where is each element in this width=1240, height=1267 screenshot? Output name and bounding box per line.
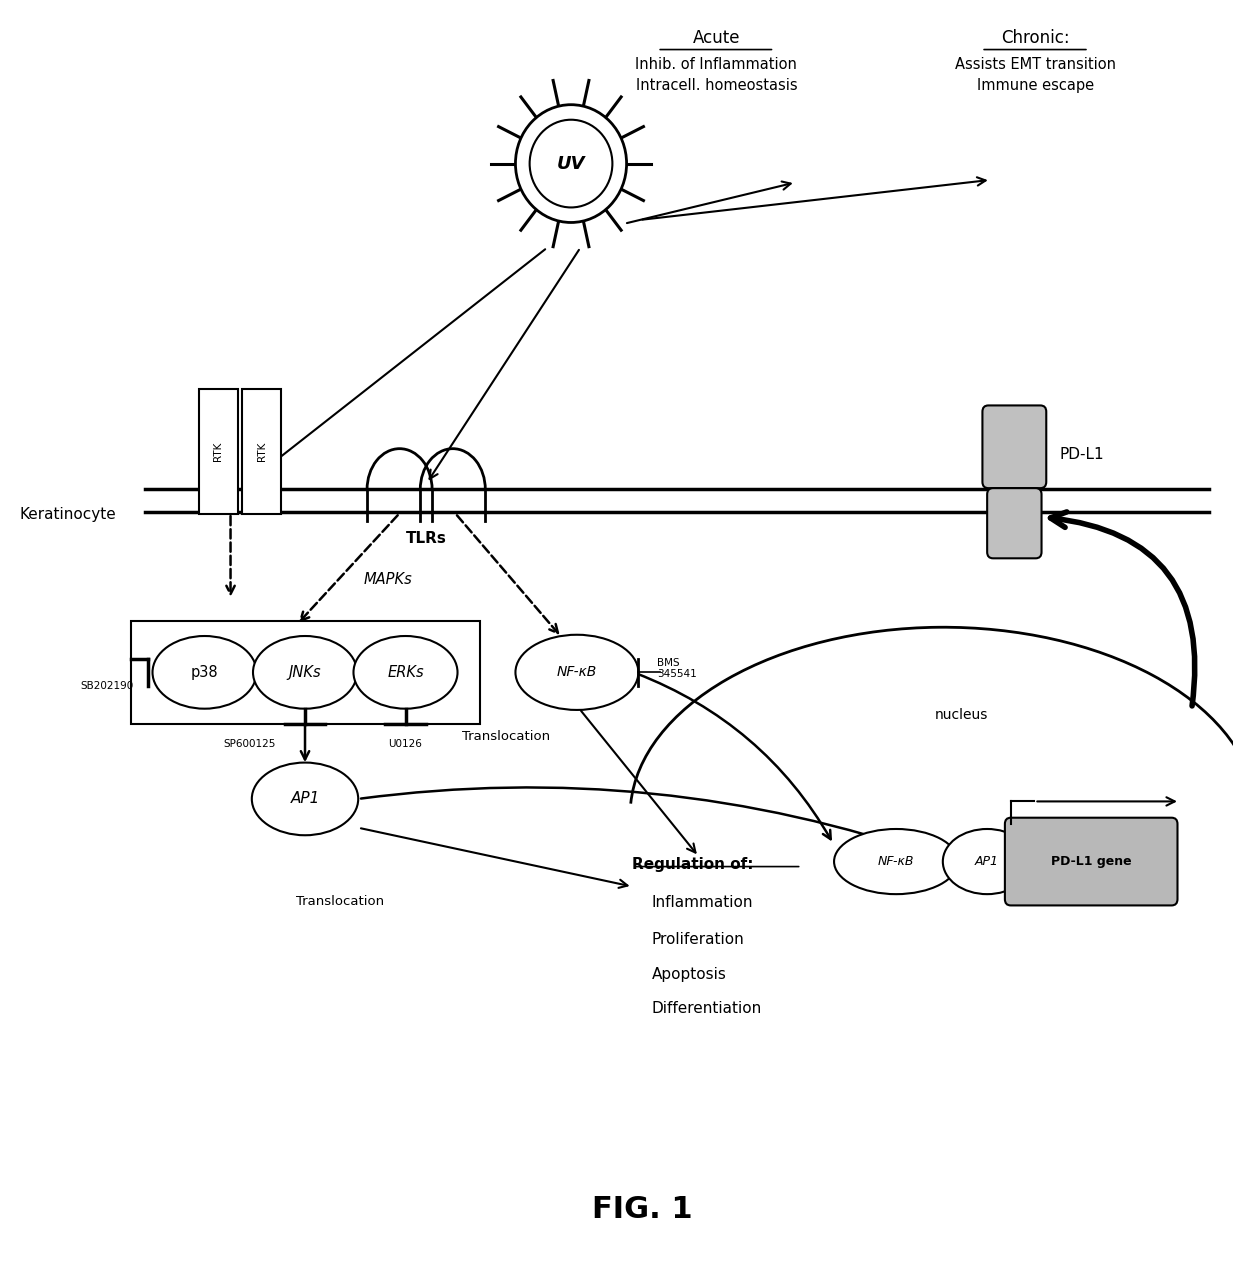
Circle shape	[529, 119, 613, 208]
Text: Inflammation: Inflammation	[651, 896, 753, 911]
Text: Acute: Acute	[693, 29, 740, 47]
Text: RTK: RTK	[213, 442, 223, 461]
Text: Regulation of:: Regulation of:	[632, 856, 754, 872]
Text: SP600125: SP600125	[223, 739, 275, 749]
Ellipse shape	[835, 829, 959, 895]
Text: Chronic:: Chronic:	[1002, 29, 1070, 47]
Text: ERKs: ERKs	[387, 665, 424, 680]
Text: Translocation: Translocation	[463, 730, 551, 742]
FancyBboxPatch shape	[198, 389, 238, 514]
Text: Translocation: Translocation	[296, 896, 384, 908]
Text: SB202190: SB202190	[81, 682, 134, 691]
FancyBboxPatch shape	[242, 389, 281, 514]
Text: Immune escape: Immune escape	[977, 79, 1094, 94]
Text: Assists EMT transition: Assists EMT transition	[955, 57, 1116, 72]
Ellipse shape	[252, 763, 358, 835]
Text: Keratinocyte: Keratinocyte	[19, 507, 115, 522]
Text: Apoptosis: Apoptosis	[651, 967, 727, 982]
FancyBboxPatch shape	[987, 488, 1042, 559]
Ellipse shape	[153, 636, 257, 708]
Text: MAPKs: MAPKs	[363, 573, 412, 587]
FancyBboxPatch shape	[131, 621, 480, 723]
Text: Inhib. of Inflammation: Inhib. of Inflammation	[635, 57, 797, 72]
Text: BMS
345541: BMS 345541	[657, 658, 697, 679]
Ellipse shape	[353, 636, 458, 708]
Text: Proliferation: Proliferation	[651, 931, 744, 946]
Text: NF-κB: NF-κB	[878, 855, 914, 868]
Circle shape	[516, 105, 626, 223]
Text: JNKs: JNKs	[289, 665, 321, 680]
Text: Intracell. homeostasis: Intracell. homeostasis	[636, 79, 797, 94]
Text: Differentiation: Differentiation	[651, 1001, 761, 1016]
Text: FIG. 1: FIG. 1	[591, 1196, 692, 1224]
Ellipse shape	[942, 829, 1032, 895]
Text: PD-L1 gene: PD-L1 gene	[1050, 855, 1132, 868]
FancyBboxPatch shape	[982, 405, 1047, 488]
FancyBboxPatch shape	[1004, 817, 1178, 906]
Text: AP1: AP1	[290, 792, 320, 806]
Text: UV: UV	[557, 155, 585, 172]
Text: NF-κB: NF-κB	[557, 665, 596, 679]
Text: nucleus: nucleus	[935, 708, 988, 722]
Text: p38: p38	[191, 665, 218, 680]
Ellipse shape	[253, 636, 357, 708]
Text: TLRs: TLRs	[407, 531, 448, 546]
Text: U0126: U0126	[388, 739, 423, 749]
Ellipse shape	[516, 635, 639, 710]
Text: RTK: RTK	[257, 442, 267, 461]
Text: AP1: AP1	[975, 855, 999, 868]
Text: PD-L1: PD-L1	[1059, 447, 1104, 461]
